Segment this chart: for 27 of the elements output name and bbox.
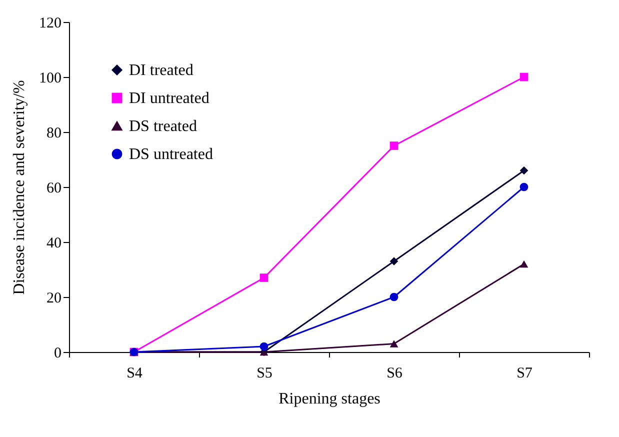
point [260, 342, 268, 351]
point [520, 260, 528, 268]
point [390, 340, 398, 348]
point [390, 292, 398, 302]
x-tick-label: S4 [126, 366, 143, 382]
y-tick-label: 40 [46, 236, 62, 252]
y-tick-label: 20 [46, 290, 62, 306]
y-tick-label: 120 [39, 16, 62, 32]
point [260, 274, 268, 282]
legend-label: DS treated [129, 118, 197, 135]
legend-label: DI untreated [129, 90, 210, 107]
point [390, 142, 398, 150]
legend-label: DS untreated [129, 146, 213, 163]
y-tick-label: 0 [54, 346, 62, 362]
x-tick-label: S5 [256, 366, 272, 382]
legend-label: DI treated [129, 62, 194, 79]
x-tick-label: S6 [386, 366, 403, 382]
y-tick-label: 100 [39, 70, 62, 86]
x-axis-title: Ripening stages [278, 390, 380, 408]
y-tick-label: 80 [46, 126, 62, 142]
point [390, 257, 398, 266]
point [520, 166, 528, 175]
point [520, 72, 528, 82]
point [520, 182, 528, 192]
y-tick-label: 60 [46, 180, 62, 196]
y-axis-title: Disease incidence and severity/% [11, 80, 28, 295]
x-tick-label: S7 [516, 366, 533, 382]
